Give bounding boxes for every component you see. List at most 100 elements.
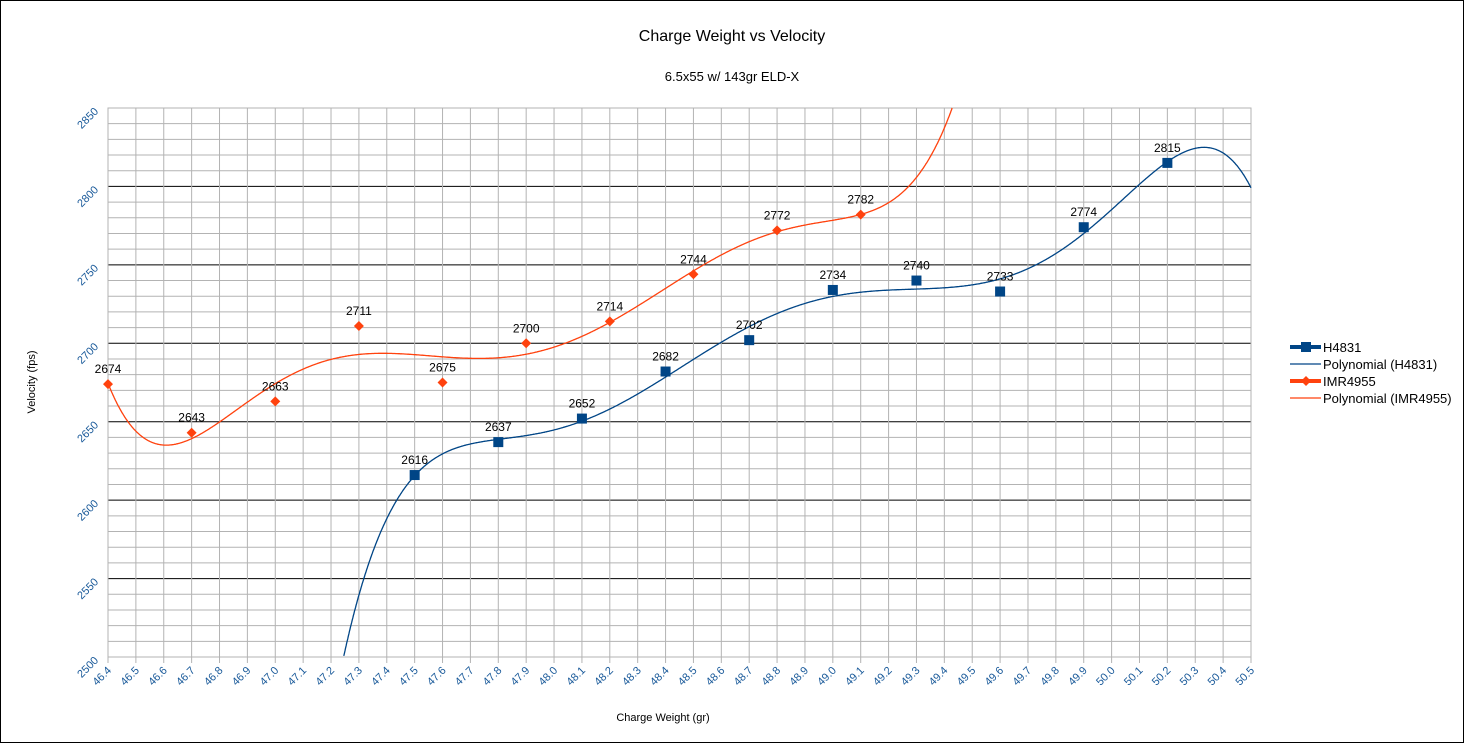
- data-label: 2772: [764, 208, 791, 222]
- tick-labels: 46.4 46.5 46.6 46.7 46.8 46.9 47.0 47.1 47.2 47.3…: [75, 106, 1257, 689]
- x-tick-label: 48.4: [648, 665, 672, 689]
- data-label: 2733: [987, 270, 1014, 284]
- data-label: 2674: [95, 362, 122, 376]
- x-tick-label: 50.4: [1206, 665, 1230, 689]
- data-point: [409, 470, 420, 481]
- x-axis-label: Charge Weight (gr): [616, 712, 709, 724]
- x-tick-label: 48.5: [676, 665, 700, 689]
- trendline-imr4955: [107, 107, 953, 446]
- data-label: 2643: [178, 411, 205, 425]
- x-tick-label: 47.1: [286, 665, 310, 689]
- x-tick-label: 48.3: [620, 665, 644, 689]
- data-label: 2663: [262, 379, 289, 393]
- x-tick-label: 47.8: [481, 665, 505, 689]
- data-point: [688, 269, 699, 280]
- legend-label: Polynomial (H4831): [1323, 357, 1437, 372]
- x-tick-label: 47.4: [369, 665, 393, 689]
- data-label: 2616: [401, 453, 428, 467]
- x-tick-label: 50.5: [1233, 665, 1257, 689]
- data-point: [1162, 157, 1173, 168]
- data-point: [1078, 222, 1089, 233]
- x-tick-label: 47.9: [509, 665, 533, 689]
- x-tick-label: 49.0: [815, 665, 839, 689]
- x-tick-label: 46.6: [146, 665, 170, 689]
- data-label: 2682: [652, 350, 679, 364]
- data-point: [353, 321, 364, 332]
- x-tick-label: 50.1: [1122, 665, 1146, 689]
- data-label: 2815: [1154, 141, 1181, 155]
- data-point: [186, 427, 197, 438]
- x-tick-label: 46.5: [118, 665, 142, 689]
- data-label: 2711: [346, 304, 372, 318]
- data-point: [855, 209, 866, 220]
- data-label: 2702: [736, 318, 763, 332]
- data-point: [493, 437, 504, 448]
- legend: H4831 Polynomial (H4831) IMR4955 Polynomial…: [1290, 340, 1452, 406]
- legend-marker: [1301, 376, 1311, 386]
- x-tick-label: 47.3: [341, 665, 365, 689]
- series-marks: 2616 2637 2652 2682 2702 2734 2740 2733 2774 2815…: [95, 141, 1181, 481]
- trendline-h4831: [343, 146, 1252, 657]
- x-tick-label: 47.2: [314, 665, 338, 689]
- data-point: [103, 379, 113, 390]
- x-tick-label: 49.3: [899, 665, 923, 689]
- data-label: 2734: [819, 268, 846, 282]
- data-point: [576, 413, 587, 424]
- y-tick-label: 2850: [75, 106, 101, 132]
- legend-label: H4831: [1323, 340, 1361, 355]
- x-tick-label: 49.8: [1038, 665, 1062, 689]
- data-label: 2714: [596, 299, 623, 313]
- y-axis-label: Velocity (fps): [26, 351, 38, 414]
- x-tick-label: 49.6: [983, 665, 1007, 689]
- data-point: [437, 377, 448, 388]
- data-label: 2675: [429, 361, 456, 375]
- x-tick-label: 49.5: [955, 665, 979, 689]
- x-tick-label: 48.2: [592, 665, 616, 689]
- x-tick-label: 50.0: [1094, 665, 1118, 689]
- x-tick-label: 48.7: [732, 665, 756, 689]
- x-tick-label: 49.9: [1066, 665, 1090, 689]
- x-tick-label: 48.0: [537, 665, 561, 689]
- data-label: 2700: [513, 321, 540, 335]
- x-tick-label: 50.2: [1150, 665, 1174, 689]
- data-label: 2740: [903, 259, 930, 273]
- legend-label: IMR4955: [1323, 374, 1376, 389]
- data-point: [744, 335, 755, 346]
- y-tick-label: 2800: [75, 184, 101, 210]
- x-tick-label: 47.7: [453, 665, 477, 689]
- x-tick-label: 46.8: [202, 665, 226, 689]
- y-tick-label: 2650: [75, 419, 101, 445]
- data-point: [270, 396, 281, 407]
- y-tick-label: 2600: [75, 498, 101, 524]
- x-tick-label: 49.4: [927, 665, 951, 689]
- x-tick-label: 49.2: [871, 665, 895, 689]
- y-tick-label: 2750: [75, 262, 101, 288]
- legend-label: Polynomial (IMR4955): [1323, 391, 1452, 406]
- data-label: 2782: [847, 193, 874, 207]
- chart-title: Charge Weight vs Velocity: [639, 28, 825, 45]
- data-label: 2744: [680, 252, 707, 266]
- x-tick-label: 49.7: [1010, 665, 1034, 689]
- data-point: [827, 284, 838, 295]
- x-tick-label: 46.7: [174, 665, 198, 689]
- x-tick-label: 47.0: [258, 665, 282, 689]
- data-label: 2774: [1070, 205, 1097, 219]
- data-point: [604, 316, 615, 327]
- data-point: [995, 286, 1006, 297]
- x-tick-label: 48.1: [564, 665, 588, 689]
- data-label: 2652: [569, 397, 596, 411]
- x-tick-label: 47.6: [425, 665, 449, 689]
- data-point: [772, 225, 783, 236]
- data-point: [521, 338, 532, 349]
- data-point: [660, 366, 671, 377]
- legend-marker: [1301, 342, 1311, 352]
- y-tick-label: 2550: [75, 576, 101, 602]
- data-label: 2637: [485, 420, 512, 434]
- x-tick-label: 50.3: [1178, 665, 1202, 689]
- chart-subtitle: 6.5x55 w/ 143gr ELD-X: [665, 69, 800, 84]
- x-tick-label: 48.9: [787, 665, 811, 689]
- grid: [107, 107, 1252, 663]
- x-tick-label: 49.1: [843, 665, 867, 689]
